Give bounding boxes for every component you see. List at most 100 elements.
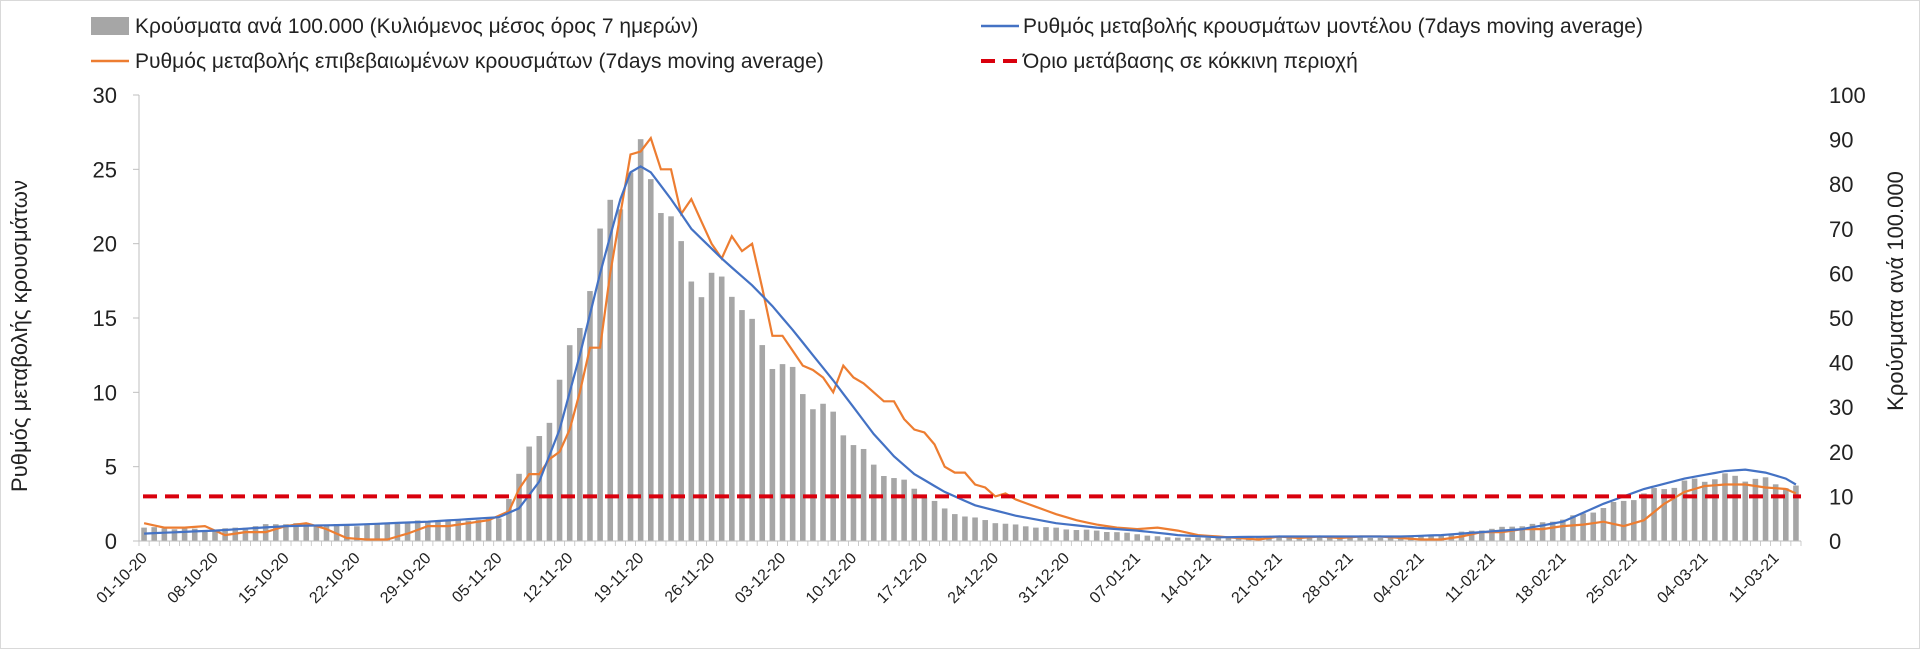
- bar: [759, 345, 766, 541]
- bar: [850, 445, 857, 541]
- bar: [1073, 530, 1080, 541]
- bar: [830, 411, 836, 541]
- x-tick-label: 24-12-20: [945, 550, 1002, 607]
- bar: [1529, 523, 1536, 541]
- bar: [1306, 537, 1313, 541]
- bar: [1002, 523, 1009, 541]
- bar: [1620, 500, 1627, 541]
- bar: [1144, 535, 1151, 541]
- bar: [252, 526, 259, 541]
- bar: [718, 276, 725, 541]
- bar: [658, 213, 664, 541]
- x-tick-label: 31-12-20: [1016, 550, 1073, 607]
- bar: [1225, 537, 1232, 541]
- x-tick-label: 15-10-20: [235, 550, 292, 607]
- bar: [1722, 473, 1728, 541]
- bar: [1316, 537, 1323, 541]
- x-tick-label: 03-12-20: [732, 550, 789, 607]
- bar: [1610, 502, 1617, 541]
- x-tick-label: 25-02-21: [1583, 550, 1640, 607]
- bar: [323, 525, 330, 541]
- x-tick-label: 11-02-21: [1442, 550, 1499, 607]
- bar: [931, 500, 938, 541]
- bar: [1124, 532, 1130, 541]
- bar: [1185, 537, 1191, 541]
- legend-label-bars: Κρούσματα ανά 100.000 (Κυλιόμενος μέσος …: [135, 15, 698, 38]
- bar: [1681, 480, 1688, 541]
- x-tick-label: 10-12-20: [803, 550, 860, 607]
- bar: [1053, 527, 1059, 541]
- bar: [1489, 528, 1495, 541]
- bar: [495, 518, 502, 541]
- bar: [536, 436, 543, 541]
- bar: [1296, 537, 1303, 541]
- bar: [293, 523, 299, 541]
- bar: [587, 291, 593, 541]
- bar: [1691, 478, 1698, 541]
- y-tick-left-label: 15: [93, 306, 117, 331]
- bar: [891, 478, 897, 541]
- bar: [1712, 479, 1718, 541]
- bar: [303, 522, 310, 541]
- bar: [1387, 537, 1394, 541]
- bar: [1033, 527, 1039, 541]
- bar: [1509, 526, 1515, 541]
- bar: [779, 364, 786, 541]
- bar: [475, 519, 482, 541]
- bar: [1235, 537, 1242, 541]
- bar: [992, 523, 999, 541]
- legend: Κρούσματα ανά 100.000 (Κυλιόμενος μέσος …: [91, 15, 1643, 73]
- bar: [1742, 481, 1749, 541]
- bar: [273, 524, 279, 541]
- bar: [556, 379, 563, 541]
- bar: [1732, 475, 1738, 541]
- bar: [1499, 526, 1505, 541]
- bar: [445, 519, 451, 541]
- bar: [1630, 500, 1637, 541]
- bar: [1752, 478, 1759, 541]
- legend-swatch-bars: [91, 17, 129, 35]
- bar: [1093, 530, 1100, 541]
- y-tick-right-label: 20: [1829, 440, 1853, 465]
- y-tick-left-label: 0: [105, 529, 117, 554]
- bar: [1783, 488, 1789, 541]
- bar: [1438, 534, 1445, 541]
- bar: [1428, 535, 1434, 541]
- y-axis-left-title: Ρυθμός μεταβολής κρουσμάτων: [7, 180, 32, 492]
- bar: [1671, 487, 1678, 541]
- bar: [1326, 537, 1333, 541]
- y-tick-left-label: 30: [93, 83, 117, 108]
- bar: [1661, 489, 1667, 541]
- x-tick-label: 07-01-21: [1087, 550, 1144, 607]
- x-tick-label: 11-03-21: [1726, 550, 1783, 607]
- bar: [161, 528, 168, 541]
- bar: [799, 394, 806, 541]
- bar: [394, 523, 401, 541]
- bar: [1347, 537, 1353, 541]
- bar: [1022, 526, 1029, 541]
- y-tick-left-label: 25: [93, 157, 117, 182]
- bar: [789, 366, 796, 541]
- bar: [1651, 488, 1657, 541]
- bar: [435, 521, 441, 541]
- y-tick-right-label: 40: [1829, 351, 1853, 376]
- bar: [1641, 493, 1647, 541]
- bar: [1134, 534, 1141, 541]
- bar: [1580, 513, 1586, 541]
- bar: [1377, 537, 1384, 541]
- y-tick-right-label: 0: [1829, 529, 1841, 554]
- bar: [546, 422, 553, 541]
- bar: [1397, 537, 1404, 541]
- model-line: [144, 165, 1797, 539]
- x-tick-label: 21-01-21: [1229, 550, 1286, 607]
- bar: [212, 530, 218, 541]
- x-tick-label: 17-12-20: [874, 550, 931, 607]
- bar: [1560, 519, 1566, 541]
- y-axis-right: 0 10 20 30 40 50 60 70 80 90 100: [1829, 83, 1866, 554]
- bar: [364, 525, 370, 541]
- x-tick-label: 14-01-21: [1158, 550, 1215, 607]
- y-tick-left-label: 10: [93, 380, 117, 405]
- bar: [1205, 537, 1211, 541]
- bar: [1276, 536, 1282, 541]
- x-tick-label: 28-01-21: [1300, 550, 1357, 607]
